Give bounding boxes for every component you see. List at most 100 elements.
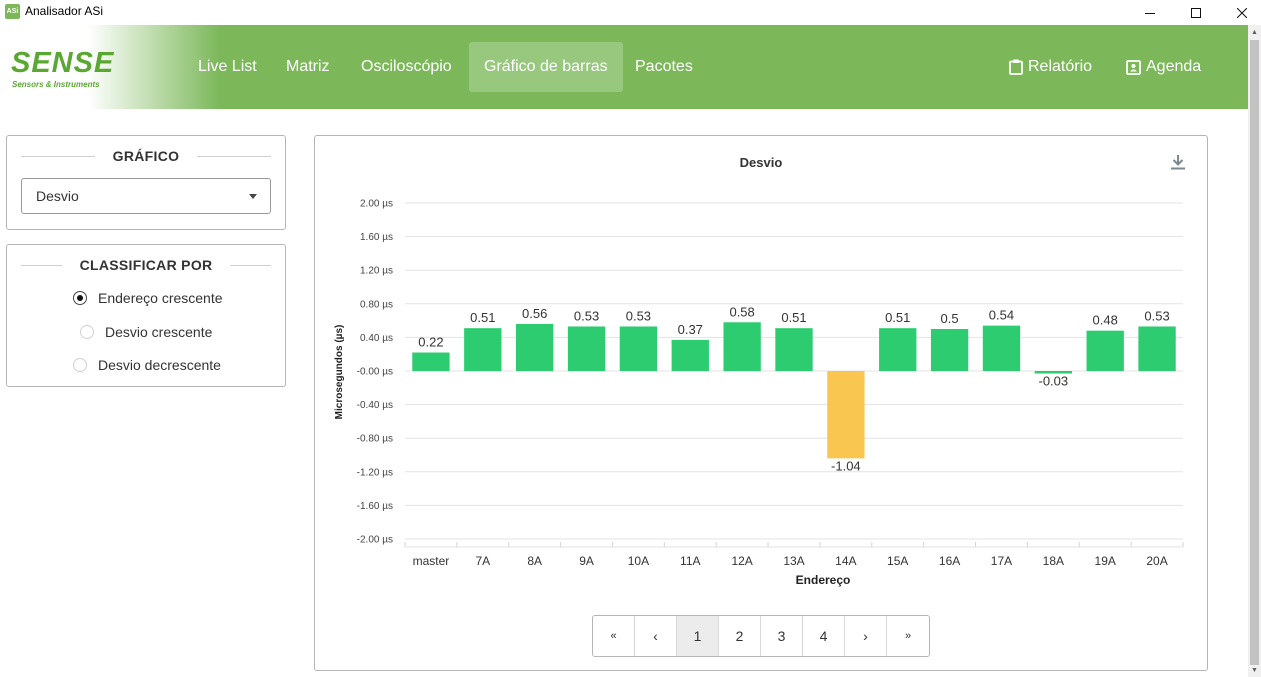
pagination: « ‹ 1 2 3 4 › » <box>592 615 930 657</box>
chart-title: Desvio <box>740 155 783 170</box>
x-tick-label: master <box>413 554 450 568</box>
bar <box>1138 326 1176 371</box>
x-tick-label: 19A <box>1095 554 1116 568</box>
data-label: 0.51 <box>781 310 806 325</box>
window-titlebar: ASi Analisador ASi <box>0 0 1261 25</box>
page-prev-button[interactable]: ‹ <box>635 616 677 656</box>
page-last-button[interactable]: » <box>887 616 929 656</box>
logo-tagline: Sensors & Instruments <box>12 80 100 89</box>
bar <box>412 352 450 371</box>
data-label: 0.51 <box>470 310 495 325</box>
grafico-panel-title: GRÁFICO <box>112 148 180 164</box>
data-label: 0.58 <box>729 304 754 319</box>
bar <box>1086 330 1124 371</box>
data-label: 0.56 <box>522 306 547 321</box>
x-tick-label: 14A <box>835 554 856 568</box>
radio-checked[interactable] <box>73 291 87 305</box>
x-tick-label: 13A <box>783 554 804 568</box>
chart-type-select[interactable]: Desvio <box>21 178 271 214</box>
nav-matriz[interactable]: Matriz <box>286 58 330 75</box>
download-button[interactable] <box>1169 153 1187 171</box>
x-tick-label: 7A <box>475 554 490 568</box>
vertical-scrollbar[interactable]: ▲ ▼ <box>1248 25 1261 677</box>
y-axis-label: Microsegundos (µs) <box>334 325 345 420</box>
sort-option-label: Desvio crescente <box>105 324 213 340</box>
data-label: 0.37 <box>678 322 703 337</box>
x-tick-label: 8A <box>527 554 542 568</box>
page-1-button[interactable]: 1 <box>677 616 719 656</box>
x-tick-label: 20A <box>1146 554 1167 568</box>
data-label: 0.5 <box>941 311 959 326</box>
data-label: 0.53 <box>574 308 599 323</box>
bar <box>515 323 554 371</box>
bar <box>982 325 1021 371</box>
x-tick-label: 15A <box>887 554 908 568</box>
app-header: SENSE Sensors & Instruments Live List Ma… <box>0 25 1248 109</box>
sort-panel-header: CLASSIFICAR POR <box>21 256 271 274</box>
maximize-button[interactable] <box>1173 0 1219 25</box>
page-next-button[interactable]: › <box>845 616 887 656</box>
nav-live-list[interactable]: Live List <box>198 58 257 75</box>
bar <box>879 328 917 371</box>
sort-panel-title: CLASSIFICAR POR <box>79 257 213 273</box>
minimize-button[interactable] <box>1127 0 1173 25</box>
report-label: Relatório <box>1028 58 1093 75</box>
bar <box>775 328 813 371</box>
page-4-button[interactable]: 4 <box>803 616 845 656</box>
nav-grafico-de-barras[interactable]: Gráfico de barras <box>469 42 623 92</box>
logo-text: SENSE <box>11 47 115 79</box>
sort-panel: CLASSIFICAR POR Endereço crescente Desvi… <box>6 244 286 387</box>
bar <box>930 329 969 371</box>
y-tick-label: 2.00 µs <box>360 199 393 210</box>
minimize-icon <box>1145 12 1155 14</box>
app-icon: ASi <box>5 4 20 19</box>
page-2-button[interactable]: 2 <box>719 616 761 656</box>
radio-unchecked[interactable] <box>80 325 94 339</box>
sort-option-desvio-crescente[interactable]: Desvio crescente <box>80 324 212 340</box>
bar-chart: Desvio 2.00 µs 1.60 µs 1.20 µs 0.80 µs 0.40 … <box>334 155 1184 587</box>
nav-osciloscopio[interactable]: Osciloscópio <box>361 58 452 75</box>
bar <box>723 322 761 371</box>
scroll-thumb[interactable] <box>1250 40 1259 665</box>
nav-pacotes[interactable]: Pacotes <box>635 58 693 75</box>
sort-option-label: Endereço crescente <box>98 290 223 306</box>
sort-option-endereco-crescente[interactable]: Endereço crescente <box>73 290 223 306</box>
data-label: 0.48 <box>1093 313 1118 328</box>
scroll-down-icon[interactable]: ▼ <box>1251 667 1258 674</box>
x-axis-label: Endereço <box>796 573 851 587</box>
caret-down-icon <box>249 194 257 199</box>
bar <box>619 326 658 371</box>
agenda-button[interactable]: Agenda <box>1126 42 1201 92</box>
grafico-panel: GRÁFICO Desvio <box>6 135 286 230</box>
y-tick-label: 1.60 µs <box>360 232 393 243</box>
close-button[interactable] <box>1219 0 1261 25</box>
data-label: 0.22 <box>418 335 443 350</box>
bar <box>671 339 709 371</box>
data-label: -0.03 <box>1039 374 1069 389</box>
chart-card: Desvio 2.00 µs 1.60 µs 1.20 µs 0.80 µs 0.40 … <box>314 135 1208 671</box>
y-tick-label: -0.00 µs <box>357 367 393 378</box>
page-first-button[interactable]: « <box>593 616 635 656</box>
contact-book-icon <box>1126 59 1141 75</box>
data-label: 0.53 <box>626 308 651 323</box>
page-3-button[interactable]: 3 <box>761 616 803 656</box>
chart-type-select-value: Desvio <box>36 188 79 204</box>
report-button[interactable]: Relatório <box>1009 42 1092 92</box>
sort-option-label: Desvio decrescente <box>98 357 221 373</box>
logo: SENSE Sensors & Instruments <box>0 25 220 109</box>
x-tick-label: 18A <box>1043 554 1064 568</box>
bar <box>1034 371 1073 374</box>
bar <box>567 326 606 371</box>
scroll-up-icon[interactable]: ▲ <box>1251 29 1258 36</box>
y-tick-label: 1.20 µs <box>360 266 393 277</box>
x-tick-label: 10A <box>628 554 649 568</box>
y-tick-label: 0.80 µs <box>360 299 393 310</box>
y-tick-label: -0.40 µs <box>357 400 393 411</box>
data-label: 0.51 <box>885 310 910 325</box>
sort-option-desvio-decrescente[interactable]: Desvio decrescente <box>73 357 221 373</box>
x-tick-label: 17A <box>991 554 1012 568</box>
radio-unchecked[interactable] <box>73 358 87 372</box>
y-tick-label: -0.80 µs <box>357 434 393 445</box>
download-icon <box>1171 155 1185 170</box>
agenda-label: Agenda <box>1146 58 1202 75</box>
